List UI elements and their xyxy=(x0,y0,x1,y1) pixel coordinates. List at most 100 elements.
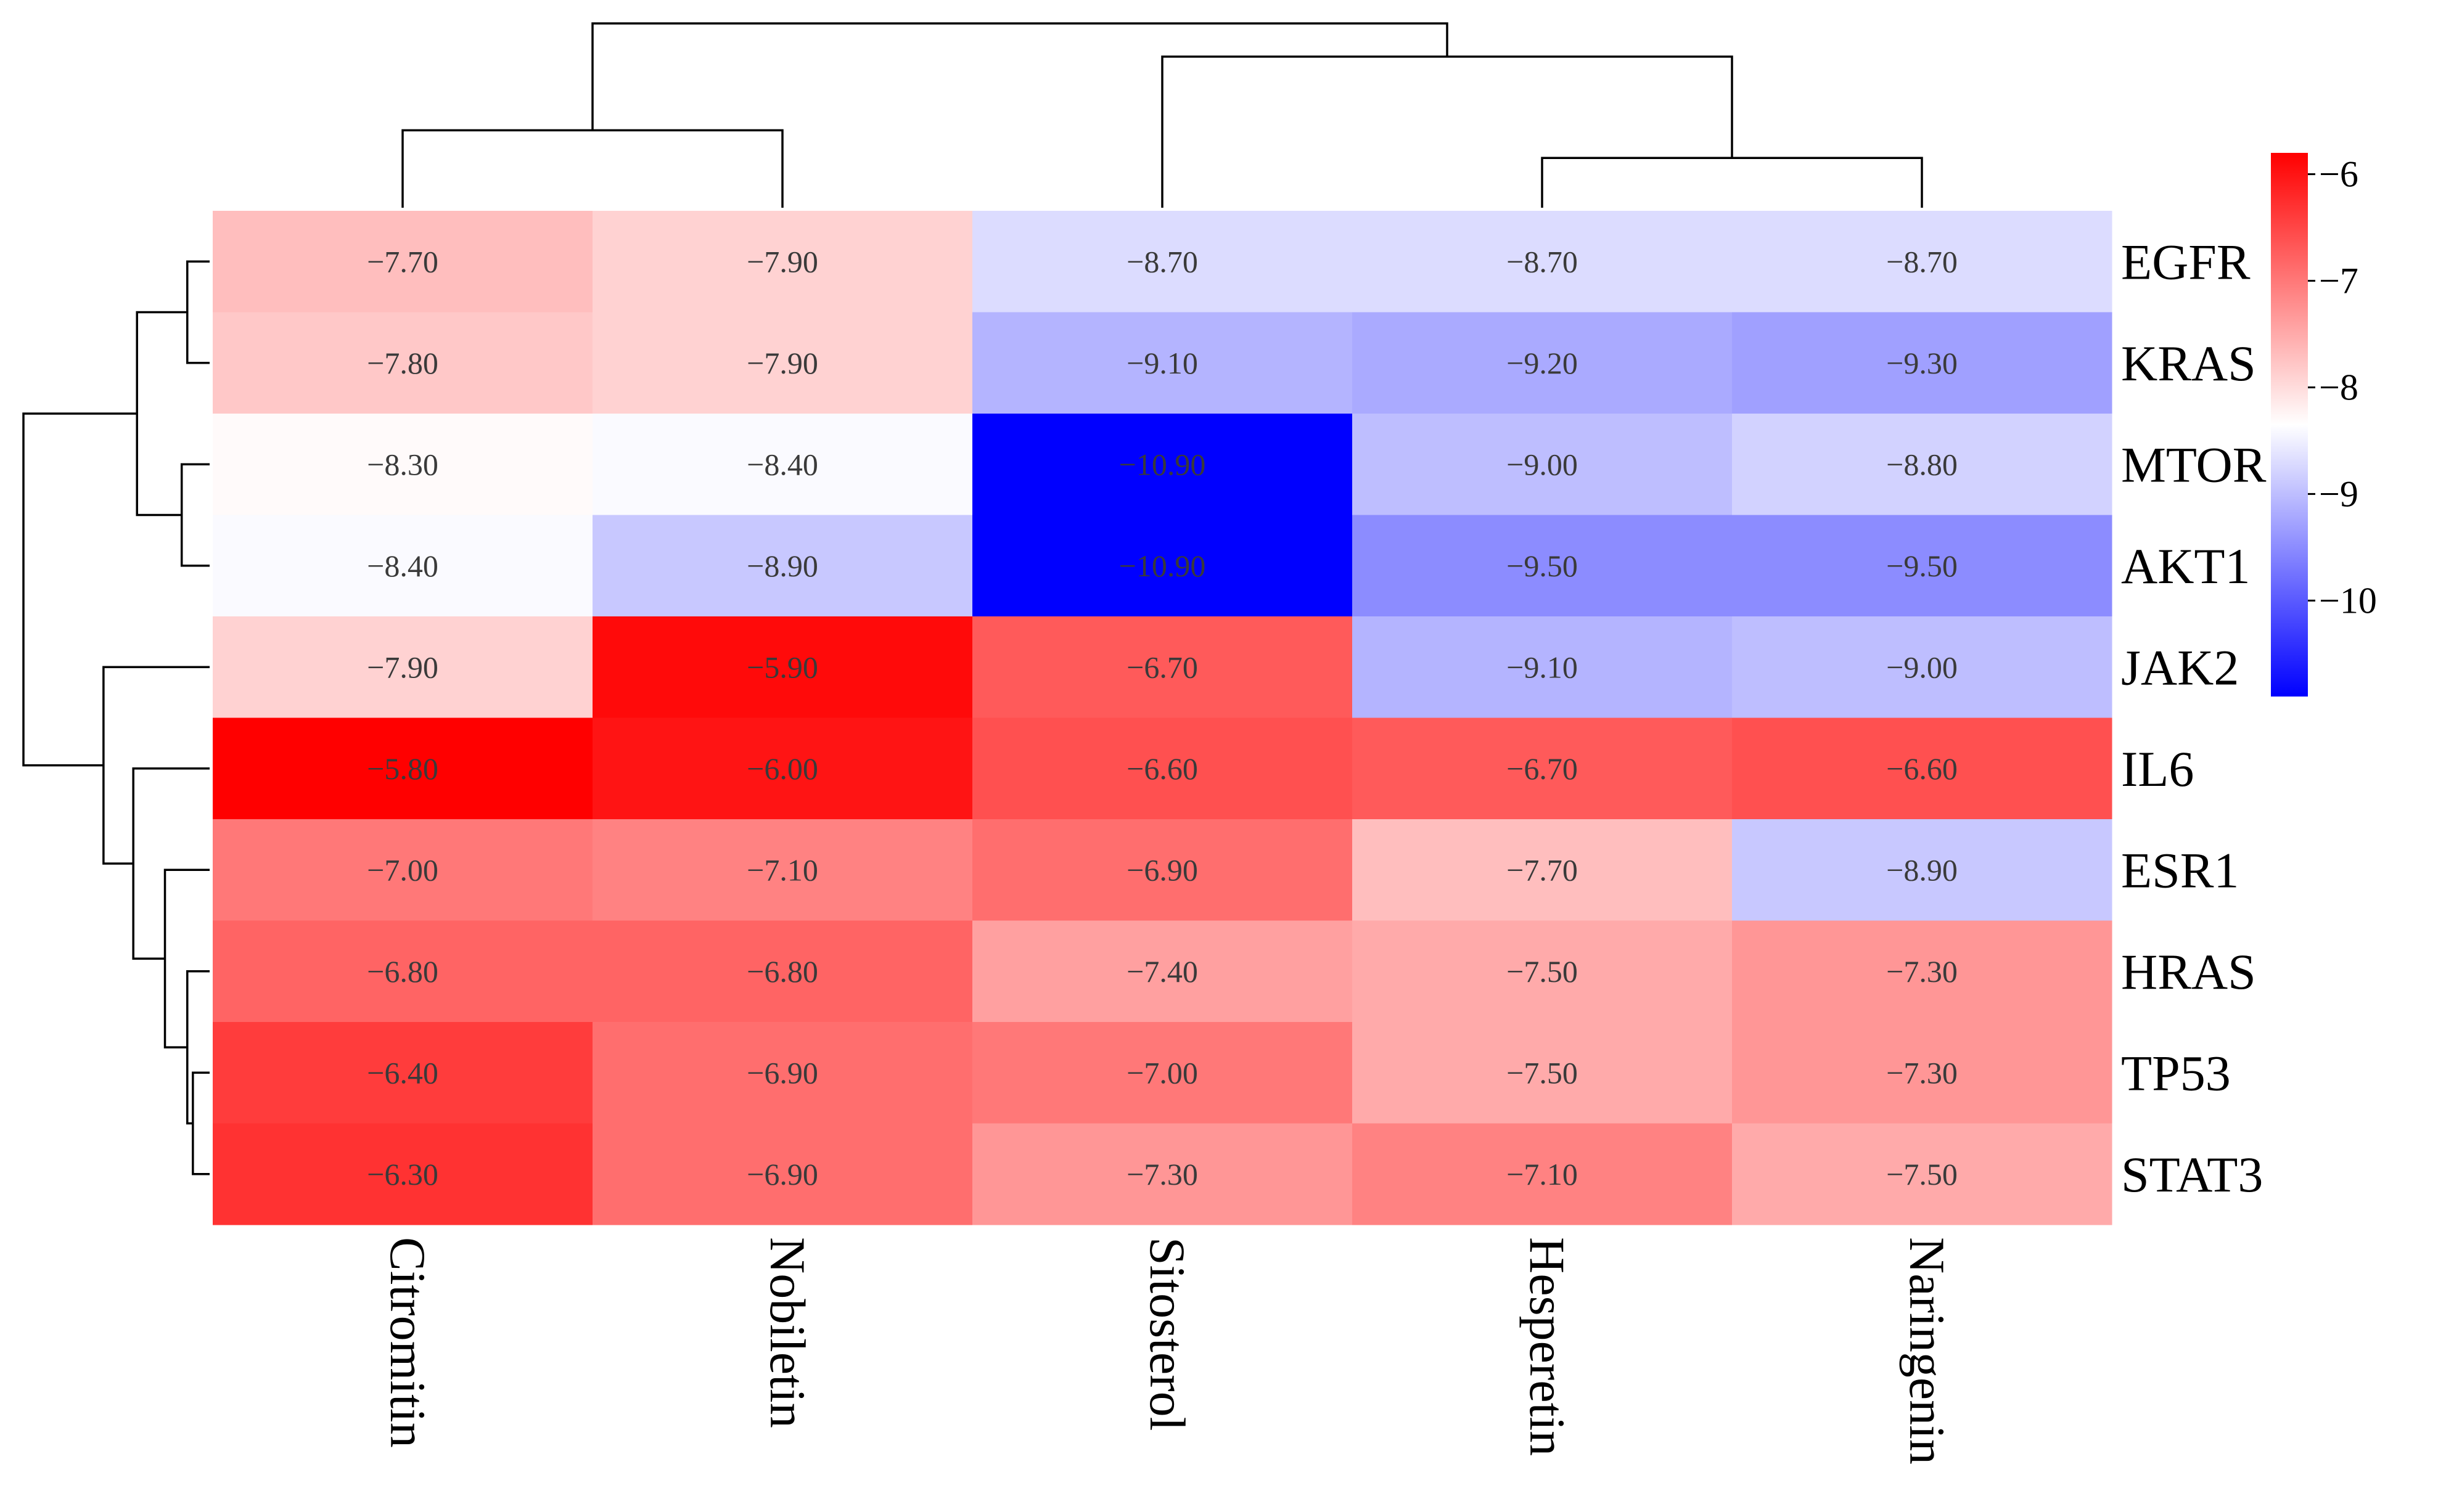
cell-value-label: −6.70 xyxy=(1127,650,1198,684)
row-label: TP53 xyxy=(2121,1045,2231,1101)
heatmap-cell xyxy=(1352,1123,1733,1225)
cell-value-label: −7.30 xyxy=(1127,1157,1198,1191)
row-label: AKT1 xyxy=(2121,538,2251,594)
heatmap-cell xyxy=(972,1123,1353,1225)
cell-value-label: −7.50 xyxy=(1506,954,1578,989)
heatmap-cell xyxy=(213,211,593,313)
heatmap-cell xyxy=(972,616,1353,718)
cell-value-label: −7.70 xyxy=(1506,852,1578,887)
heatmap-cell xyxy=(1732,616,2112,718)
dendrogram-branch xyxy=(22,412,137,767)
cell-value-label: −6.90 xyxy=(747,1055,818,1090)
cell-value-label: −6.40 xyxy=(367,1055,438,1090)
heatmap-cell xyxy=(972,920,1353,1023)
cell-value-label: −9.50 xyxy=(1886,549,1958,583)
cell-value-label: −7.00 xyxy=(367,852,438,887)
row-label: IL6 xyxy=(2121,741,2194,797)
cell-value-label: −8.70 xyxy=(1886,244,1958,279)
dendrogram-branch xyxy=(180,463,210,567)
heatmap-cell xyxy=(1352,515,1733,617)
row-label: KRAS xyxy=(2121,335,2256,391)
column-label: Hesperetin xyxy=(1519,1237,1575,1456)
dendrogram-branch xyxy=(186,970,210,1125)
cell-value-label: −7.80 xyxy=(367,346,438,380)
heatmap-cell xyxy=(1352,717,1733,820)
heatmap-cell xyxy=(593,414,973,515)
heatmap-cell xyxy=(972,312,1353,414)
cell-value-label: −7.70 xyxy=(367,244,438,279)
heatmap-cell xyxy=(1352,312,1733,414)
cell-value-label: −7.10 xyxy=(747,852,818,887)
cell-value-label: −6.80 xyxy=(747,954,818,989)
heatmap-cell xyxy=(213,1123,593,1225)
row-label: MTOR xyxy=(2121,436,2267,492)
heatmap-cell xyxy=(1732,819,2112,921)
heatmap-cell xyxy=(972,1022,1353,1124)
cell-value-label: −8.40 xyxy=(367,549,438,583)
heatmap-cell xyxy=(593,819,973,921)
row-label: ESR1 xyxy=(2121,842,2239,898)
cell-value-label: −6.70 xyxy=(1506,751,1578,786)
heatmap-cell xyxy=(213,819,593,921)
heatmap-cell xyxy=(213,414,593,515)
heatmap-cell xyxy=(1732,312,2112,414)
column-label: Nobiletin xyxy=(760,1237,816,1428)
heatmap-cell xyxy=(213,717,593,820)
cell-value-label: −9.50 xyxy=(1506,549,1578,583)
heatmap-cell xyxy=(213,515,593,617)
heatmap-cell xyxy=(593,211,973,313)
cell-value-label: −6.60 xyxy=(1127,751,1198,786)
cell-value-label: −6.00 xyxy=(747,751,818,786)
color-legend: −6 −7 −8 −9 −10 xyxy=(2271,153,2377,697)
cell-value-label: −7.30 xyxy=(1886,954,1958,989)
column-label: Naringenin xyxy=(1899,1237,1955,1465)
row-label: STAT3 xyxy=(2121,1146,2263,1203)
heatmap-cell xyxy=(593,312,973,414)
heatmap-cell xyxy=(593,920,973,1023)
cell-value-label: −9.30 xyxy=(1886,346,1958,380)
cell-value-label: −7.50 xyxy=(1886,1157,1958,1191)
heatmap-cell xyxy=(1352,920,1733,1023)
heatmap-cell xyxy=(213,616,593,718)
heatmap-cell xyxy=(972,414,1353,515)
dendrogram-branch xyxy=(591,22,1448,131)
dendrogram-branch xyxy=(192,1071,210,1175)
cell-value-label: −9.10 xyxy=(1127,346,1198,380)
cell-value-label: −8.80 xyxy=(1886,447,1958,481)
legend-tick-label: −8 xyxy=(2319,367,2358,407)
dendrogram-branch xyxy=(102,666,210,865)
column-label: Citromitin xyxy=(380,1237,436,1448)
cell-value-label: −9.10 xyxy=(1506,650,1578,684)
heatmap-cell xyxy=(213,920,593,1023)
cell-value-label: −6.80 xyxy=(367,954,438,989)
cell-value-label: −8.70 xyxy=(1127,244,1198,279)
cell-value-label: −7.10 xyxy=(1506,1157,1578,1191)
color-legend-bar xyxy=(2271,153,2308,697)
cell-value-label: −5.80 xyxy=(367,751,438,786)
cell-value-label: −7.90 xyxy=(747,346,818,380)
heatmap-cell xyxy=(1352,819,1733,921)
heatmap-cell xyxy=(593,1123,973,1225)
cell-value-label: −7.90 xyxy=(747,244,818,279)
cell-value-label: −9.00 xyxy=(1886,650,1958,684)
heatmap-cell xyxy=(593,717,973,820)
cell-value-label: −6.30 xyxy=(367,1157,438,1191)
row-dendrogram xyxy=(22,260,210,1175)
cell-value-label: −7.30 xyxy=(1886,1055,1958,1090)
column-dendrogram xyxy=(401,22,1923,208)
heatmap-cell xyxy=(972,819,1353,921)
heatmap-cell xyxy=(1732,1022,2112,1124)
cell-value-label: −8.30 xyxy=(367,447,438,481)
cell-value-label: −6.60 xyxy=(1886,751,1958,786)
legend-tick-label: −9 xyxy=(2319,473,2358,514)
column-labels: Citromitin Nobiletin Sitosterol Hesperetin N… xyxy=(380,1237,1955,1465)
legend-tick-label: −6 xyxy=(2319,154,2358,195)
dendrogram-branch xyxy=(401,129,784,208)
heatmap-cell xyxy=(1732,414,2112,515)
heatmap-cell xyxy=(972,515,1353,617)
heatmap-cell xyxy=(593,616,973,718)
heatmap-cell xyxy=(972,717,1353,820)
dendrogram-branch xyxy=(1541,157,1923,208)
row-label: HRAS xyxy=(2121,944,2256,1000)
row-label: JAK2 xyxy=(2121,639,2239,695)
